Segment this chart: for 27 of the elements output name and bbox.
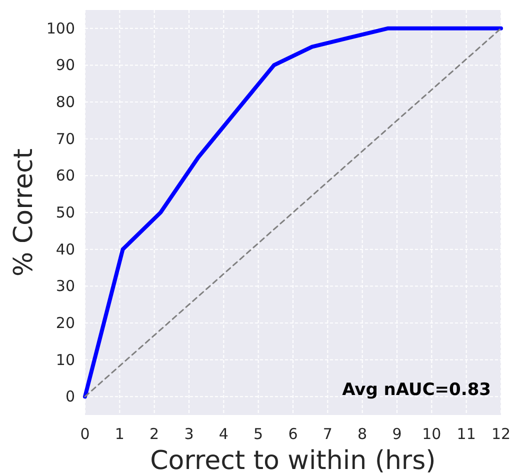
- y-tick-label: 40: [56, 240, 75, 258]
- x-tick-label: 12: [491, 425, 511, 443]
- x-tick-label: 2: [150, 425, 160, 443]
- y-tick-label: 0: [65, 388, 75, 406]
- x-tick-label: 3: [184, 425, 194, 443]
- y-tick-label: 10: [56, 350, 75, 369]
- y-tick-label: 100: [46, 19, 75, 38]
- x-tick-label: 4: [218, 425, 228, 443]
- x-tick-label: 7: [322, 425, 332, 443]
- x-tick-label: 11: [456, 425, 476, 443]
- x-tick-label: 8: [358, 425, 368, 443]
- y-axis-title: % Correct: [9, 148, 39, 276]
- y-tick-label: 70: [56, 130, 75, 148]
- x-tick-label: 10: [422, 425, 442, 443]
- x-tick-label: 9: [392, 425, 402, 443]
- x-tick-label: 5: [254, 425, 264, 443]
- y-tick-label: 20: [56, 314, 75, 332]
- y-tick-label: 80: [56, 93, 75, 112]
- y-tick-label: 90: [56, 56, 75, 74]
- x-tick-label: 0: [80, 425, 90, 443]
- annotation: Avg nAUC=0.83: [342, 380, 491, 400]
- x-tick-label: 1: [114, 425, 124, 443]
- y-tick-label: 50: [56, 204, 75, 222]
- x-axis-title: Correct to within (hrs): [150, 446, 436, 475]
- x-tick-label: 6: [288, 425, 298, 443]
- y-tick-label: 60: [56, 166, 75, 185]
- y-tick-label: 30: [56, 277, 75, 296]
